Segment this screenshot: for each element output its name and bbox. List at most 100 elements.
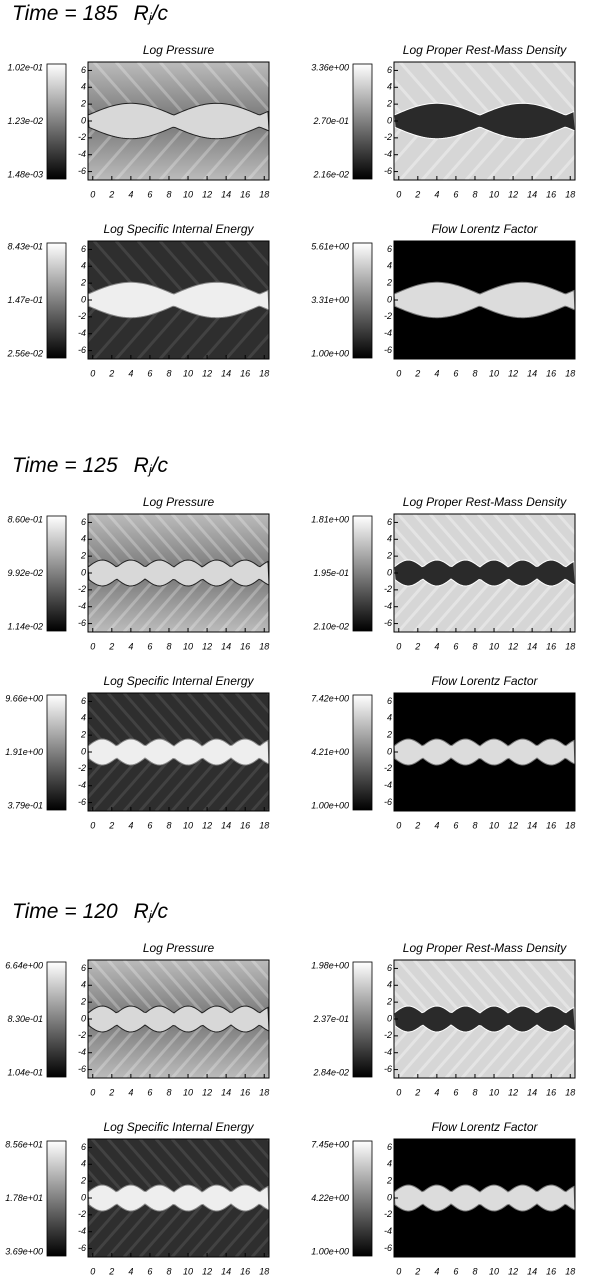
streak [524,580,573,632]
time-prefix: Time = [12,2,77,25]
streak [234,1139,269,1179]
y-tick-label: -2 [78,1030,86,1040]
x-tick-label: 0 [396,189,401,199]
y-tick-label: 4 [387,980,392,990]
streak [218,759,267,811]
x-tick-label: 12 [202,368,212,378]
streak [268,357,269,359]
streak [572,1074,575,1078]
streak [170,1205,219,1257]
colorbar [352,694,373,811]
x-tick-label: 16 [240,189,250,199]
x-tick-label: 10 [183,368,193,378]
time-value: 120 [83,900,118,923]
x-tick-label: 14 [527,820,537,830]
streak [428,514,477,566]
colorbar-label: 1.95e-01 [313,568,349,578]
y-tick-label: 2 [80,99,86,109]
x-tick-label: 8 [166,189,171,199]
x-tick-label: 14 [221,1087,231,1097]
colorbar [352,515,373,632]
y-tick-label: -4 [78,780,86,790]
x-tick-label: 0 [90,641,95,651]
time-prefix: Time = [12,454,77,477]
y-tick-label: -4 [384,149,392,159]
jet-band [394,1184,575,1212]
simulation-image [394,514,601,632]
streak [250,1139,269,1161]
y-tick-label: -2 [384,763,392,773]
streak [574,178,575,180]
y-tick-label: -6 [78,166,86,176]
streak [158,307,207,359]
streak [590,581,601,632]
jet-band [394,102,575,140]
panel-title: Log Proper Rest-Mass Density [403,43,567,57]
streak [590,514,601,565]
streak [250,789,269,811]
jet-band [394,738,575,766]
x-tick-label: 18 [259,1266,269,1276]
x-tick-label: 16 [546,189,556,199]
x-tick-label: 4 [434,189,439,199]
x-tick-label: 18 [565,189,575,199]
panel-title: Log Pressure [143,43,215,57]
colorbar [46,961,67,1078]
streak [88,128,119,165]
streak [460,960,509,1012]
x-tick-label: 8 [166,641,171,651]
streak [460,580,509,632]
streak [88,525,123,566]
streak [444,1026,493,1078]
time-unit-sub: j [147,10,153,25]
streak [396,960,445,1012]
streak [492,580,541,632]
colorbar-label: 9.66e+00 [5,693,43,703]
y-tick-label: 2 [386,99,392,109]
x-tick-label: 2 [414,820,420,830]
x-tick-label: 16 [240,641,250,651]
colorbar-label: 4.21e+00 [311,747,349,757]
streak [106,759,155,811]
streak [202,241,251,293]
streak [508,128,557,180]
time-unit: R [134,454,149,477]
streak [158,62,207,114]
streak [154,1026,203,1078]
streak [428,1026,477,1078]
streak [508,1026,557,1078]
streak [250,514,269,536]
streak [186,1139,235,1191]
y-tick-label: 6 [387,963,392,973]
simulation-image [88,693,269,811]
colorbar-label: 1.14e-02 [7,621,43,631]
streak [114,307,163,359]
streak [572,628,575,632]
y-tick-label: -6 [384,618,392,628]
colorbar-label: 6.64e+00 [5,960,43,970]
simulation-image [88,960,269,1078]
streak [224,128,269,180]
y-tick-label: 6 [81,65,86,75]
x-tick-label: 4 [434,820,439,830]
streak [396,1026,445,1078]
x-tick-label: 4 [434,1087,439,1097]
colorbar-label: 1.00e+00 [311,800,349,810]
streak [88,1026,107,1049]
streak [170,514,219,566]
colorbar-label: 2.10e-02 [312,621,349,631]
time-prefix: Time = [12,900,77,923]
y-tick-label: -2 [384,1209,392,1219]
x-tick-label: 6 [453,189,458,199]
x-tick-label: 18 [565,641,575,651]
y-tick-label: -4 [384,601,392,611]
streak [420,128,469,180]
time-unit: R [134,2,149,25]
x-tick-label: 4 [434,641,439,651]
x-tick-label: 16 [240,1266,250,1276]
x-tick-label: 16 [546,368,556,378]
streak [186,514,235,566]
streak [590,1027,601,1078]
streak [556,514,575,536]
